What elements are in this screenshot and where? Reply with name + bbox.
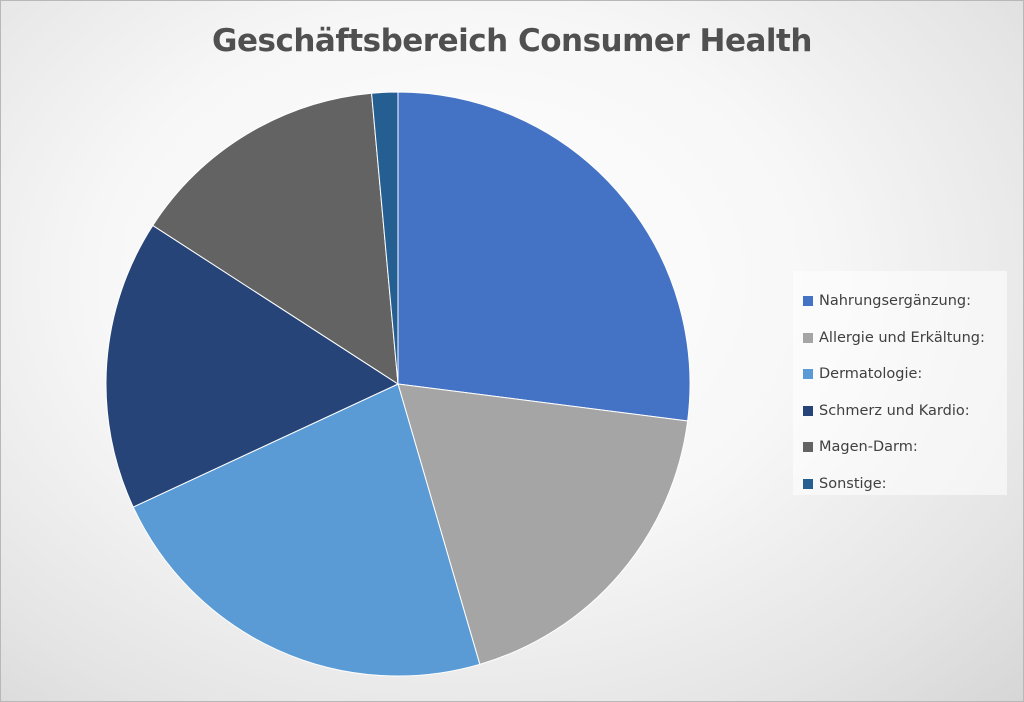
legend-item: Magen-Darm: xyxy=(803,429,1007,466)
legend-swatch xyxy=(803,332,813,343)
legend-item: Nahrungsergänzung: xyxy=(803,283,1007,320)
legend-label: Schmerz und Kardio: xyxy=(819,402,970,419)
pie-slice-3 xyxy=(132,383,481,677)
pie-slice-2 xyxy=(397,383,689,665)
legend-item: Allergie und Erkältung: xyxy=(803,320,1007,357)
legend-label: Magen-Darm: xyxy=(819,439,918,456)
pie-slice-6 xyxy=(371,91,399,385)
pie-slice-4 xyxy=(105,224,400,508)
legend-label: Nahrungsergänzung: xyxy=(819,293,972,310)
legend-item: Sonstige: xyxy=(803,466,1007,503)
legend-label: Sonstige: xyxy=(819,475,887,492)
legend: Nahrungsergänzung: Allergie und Erkältung… xyxy=(793,271,1007,495)
legend-swatch xyxy=(803,478,813,489)
legend-item: Schmerz und Kardio: xyxy=(803,393,1007,430)
pie-slice-1 xyxy=(397,91,691,422)
legend-item: Dermatologie: xyxy=(803,356,1007,393)
legend-label: Allergie und Erkältung: xyxy=(819,329,985,346)
legend-swatch xyxy=(803,405,813,416)
legend-swatch xyxy=(803,442,813,453)
legend-swatch xyxy=(803,369,813,380)
chart-title: Geschäftsbereich Consumer Health xyxy=(212,23,812,59)
legend-swatch xyxy=(803,296,813,307)
pie-slice-5 xyxy=(152,92,399,385)
legend-label: Dermatologie: xyxy=(819,366,923,383)
